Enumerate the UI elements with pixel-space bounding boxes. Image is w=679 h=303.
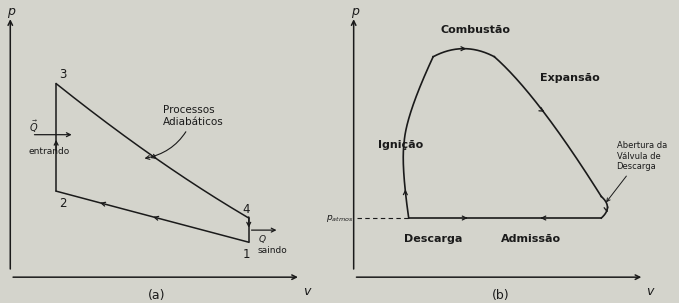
Text: 1: 1 — [242, 248, 250, 261]
Text: 2: 2 — [59, 197, 67, 210]
Text: Ignição: Ignição — [378, 140, 424, 150]
Text: 3: 3 — [59, 68, 67, 81]
Text: p: p — [350, 5, 359, 18]
Text: $Q$
saindo: $Q$ saindo — [258, 233, 288, 255]
Text: Descarga: Descarga — [404, 234, 462, 244]
Text: 4: 4 — [242, 203, 250, 216]
Text: v: v — [303, 285, 310, 298]
Text: Admissão: Admissão — [501, 234, 561, 244]
Text: entrando: entrando — [29, 147, 70, 155]
Text: (a): (a) — [148, 289, 166, 302]
Text: Abertura da
Válvula de
Descarga: Abertura da Válvula de Descarga — [607, 141, 667, 201]
Text: Processos
Adiabáticos: Processos Adiabáticos — [146, 105, 224, 159]
Text: p: p — [7, 5, 15, 18]
Text: Combustão: Combustão — [441, 25, 511, 35]
Text: $p_{atmos}$: $p_{atmos}$ — [327, 212, 354, 224]
Text: $\vec{Q}$: $\vec{Q}$ — [29, 118, 38, 135]
Text: (b): (b) — [492, 289, 509, 302]
Text: Expansão: Expansão — [540, 73, 600, 83]
Text: v: v — [646, 285, 654, 298]
